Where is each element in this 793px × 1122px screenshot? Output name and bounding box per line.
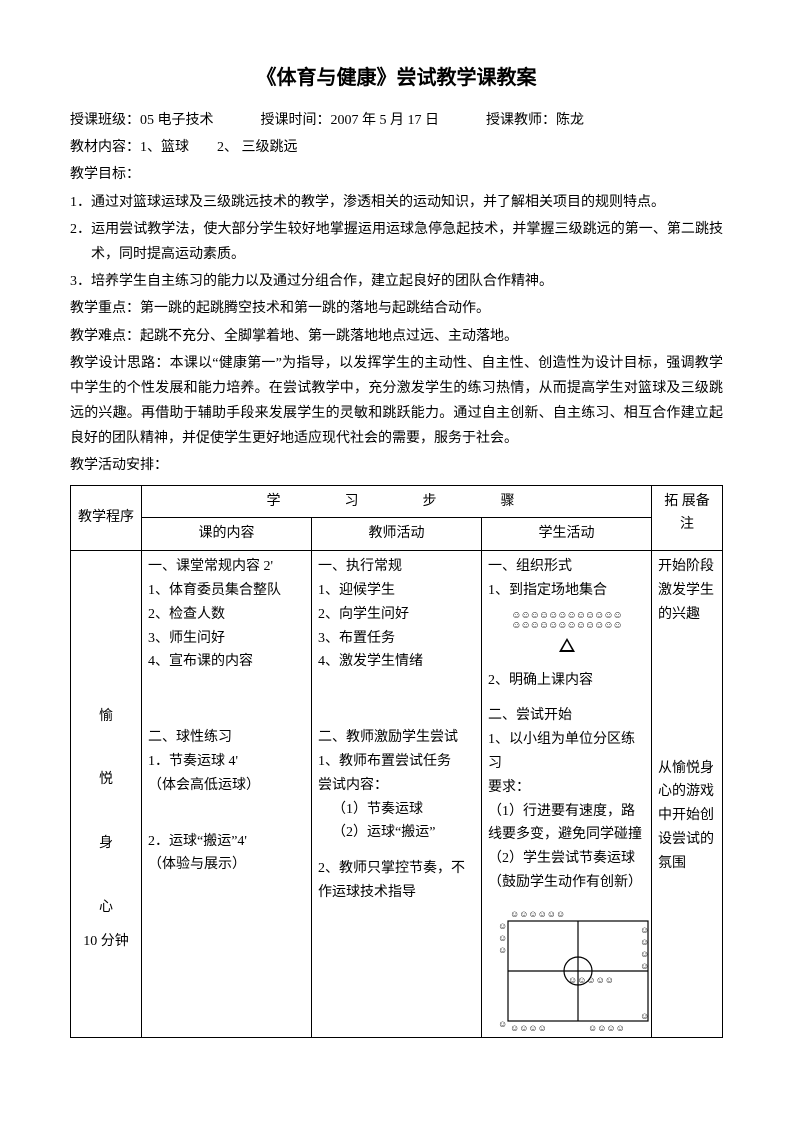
student-s2-h: 二、尝试开始 [488,704,645,728]
content-s1-4: 4、宣布课的内容 [148,650,305,674]
table-row: 教学程序 学 习 步 骤 拓 展备 注 [71,485,723,518]
student-s1-h: 一、组织形式 [488,555,645,579]
ext-t2: 从愉悦身心的游戏中开始创设尝试的氛围 [658,757,716,876]
ext-t1: 开始阶段激发学生的兴趣 [658,555,716,626]
student-s2-1: 1、以小组为单位分区练习 [488,728,645,776]
proc-header: 教学程序 [71,485,142,551]
proc-c3: 身 [77,832,135,856]
formation-diagram: ☺☺☺☺☺☺☺☺☺☺☺☺ ☺☺☺☺☺☺☺☺☺☺☺☺ [488,611,645,661]
student-s2-1b: （1）行进要有速度，路线要多变，避免同学碰撞 [488,800,645,848]
difficulty-line: 教学难点：起跳不充分、全脚掌着地、第一跳落地地点过远、主动落地。 [70,324,723,349]
student-header: 学生活动 [482,518,652,551]
content-s2-2a: （体验与展示） [148,853,305,877]
teacher-header: 教师活动 [312,518,482,551]
student-s1-2: 2、明确上课内容 [488,669,645,693]
svg-text:☺☺☺☺: ☺☺☺☺ [510,1023,547,1033]
triangle-icon [559,638,575,652]
teacher-s2-1: 1、教师布置尝试任务 [318,750,475,774]
svg-text:☺☺☺☺: ☺☺☺☺ [588,1023,625,1033]
content-s2-1: 1．节奏运球 4' [148,750,305,774]
svg-text:☺☺☺☺☺☺: ☺☺☺☺☺☺ [510,909,565,919]
svg-text:☺: ☺ [640,961,649,971]
table-row: 愉 悦 身 心 10 分钟 一、课堂常规内容 2' 1、体育委员集合整队 2、检… [71,551,723,1038]
teacher-s2-h: 二、教师激励学生尝试 [318,726,475,750]
student-s2-1a: 要求： [488,776,645,800]
ext-header: 拓 展备 注 [652,485,723,551]
proc-col: 愉 悦 身 心 10 分钟 [71,551,142,1038]
student-s2-1d: （鼓励学生动作有创新） [488,871,645,895]
goal-3: 3．培养学生自主练习的能力以及通过分组合作，建立起良好的团队合作精神。 [70,269,723,294]
content-cell: 一、课堂常规内容 2' 1、体育委员集合整队 2、检查人数 3、师生问好 4、宣… [142,551,312,1038]
student-cell: 一、组织形式 1、到指定场地集合 ☺☺☺☺☺☺☺☺☺☺☺☺ ☺☺☺☺☺☺☺☺☺☺… [482,551,652,1038]
content-s2-2: 2．运球“搬运”4' [148,830,305,854]
difficulty-label: 教学难点： [70,329,140,344]
proc-time: 10 分钟 [77,930,135,954]
teacher-s2-2: 2、教师只掌控节奏，不作运球技术指导 [318,857,475,905]
content-s1-3: 3、师生问好 [148,627,305,651]
arrange-label: 教学活动安排： [70,453,723,478]
svg-text:☺: ☺ [640,949,649,959]
svg-text:☺: ☺ [498,1019,507,1029]
teacher-s2-1c: （2）运球“搬运” [318,821,475,845]
teacher-s1-1: 1、迎候学生 [318,579,475,603]
lesson-table: 教学程序 学 习 步 骤 拓 展备 注 课的内容 教师活动 学生活动 愉 悦 身… [70,485,723,1038]
teacher-s1-4: 4、激发学生情绪 [318,650,475,674]
teacher-s2-1b: （1）节奏运球 [318,798,475,822]
page-title: 《体育与健康》尝试教学课教案 [70,60,723,96]
goal-1: 1．通过对篮球运球及三级跳远技术的教学，渗透相关的运动知识，并了解相关项目的规则… [70,190,723,215]
material-label: 教材内容： [70,135,140,160]
teacher-s1-2: 2、向学生问好 [318,603,475,627]
content-s1-h: 一、课堂常规内容 2' [148,555,305,579]
content-s1-1: 1、体育委员集合整队 [148,579,305,603]
teacher-s1-h: 一、执行常规 [318,555,475,579]
content-header: 课的内容 [142,518,312,551]
difficulty-value: 起跳不充分、全脚掌着地、第一跳落地地点过远、主动落地。 [140,329,518,344]
smiley-row-icon: ☺☺☺☺☺☺☺☺☺☺☺☺ [488,621,645,631]
svg-text:☺: ☺ [498,921,507,931]
proc-c4: 心 [77,896,135,920]
steps-header: 学 习 步 骤 [142,485,652,518]
svg-text:☺: ☺ [640,925,649,935]
teacher-value: 陈龙 [556,108,584,133]
class-label: 授课班级： [70,108,140,133]
table-row: 课的内容 教师活动 学生活动 [71,518,723,551]
time-value: 2007 年 5 月 17 日 [331,108,440,133]
meta-line-1: 授课班级：05 电子技术 授课时间：2007 年 5 月 17 日 授课教师：陈… [70,108,723,133]
svg-text:☺☺☺☺☺: ☺☺☺☺☺ [568,975,614,985]
content-s2-1a: （体会高低运球） [148,774,305,798]
proc-c1: 愉 [77,705,135,729]
time-label: 授课时间： [261,108,331,133]
teacher-s2-1a: 尝试内容： [318,774,475,798]
svg-text:☺: ☺ [498,945,507,955]
ext-cell: 开始阶段激发学生的兴趣 从愉悦身心的游戏中开始创设尝试的氛围 [652,551,723,1038]
design-label: 教学设计思路： [70,356,170,371]
focus-value: 第一跳的起跳腾空技术和第一跳的落地与起跳结合动作。 [140,301,490,316]
meta-line-2: 教材内容：1、篮球 2、 三级跳远 [70,135,723,160]
class-value: 05 电子技术 [140,108,214,133]
material-value: 1、篮球 2、 三级跳远 [140,135,298,160]
design-line: 教学设计思路：本课以“健康第一”为指导，以发挥学生的主动性、自主性、创造性为设计… [70,351,723,452]
teacher-cell: 一、执行常规 1、迎候学生 2、向学生问好 3、布置任务 4、激发学生情绪 二、… [312,551,482,1038]
teacher-s1-3: 3、布置任务 [318,627,475,651]
teacher-label: 授课教师： [486,108,556,133]
svg-text:☺: ☺ [498,933,507,943]
focus-label: 教学重点： [70,301,140,316]
svg-text:☺: ☺ [640,1011,649,1021]
goals-label: 教学目标： [70,162,723,187]
focus-line: 教学重点：第一跳的起跳腾空技术和第一跳的落地与起跳结合动作。 [70,296,723,321]
student-s1-1: 1、到指定场地集合 [488,579,645,603]
goal-2: 2．运用尝试教学法，使大部分学生较好地掌握运用运球急停急起技术，并掌握三级跳远的… [70,217,723,267]
student-s2-1c: （2）学生尝试节奏运球 [488,847,645,871]
content-s2-h: 二、球性练习 [148,726,305,750]
svg-text:☺: ☺ [640,937,649,947]
content-s1-2: 2、检查人数 [148,603,305,627]
proc-c2: 悦 [77,768,135,792]
court-diagram: ☺☺☺☺☺☺ ☺ ☺ ☺ ☺ ☺☺☺☺ ☺☺☺☺☺ ☺ ☺ ☺ ☺ ☺☺☺☺ ☺ [488,903,645,1033]
